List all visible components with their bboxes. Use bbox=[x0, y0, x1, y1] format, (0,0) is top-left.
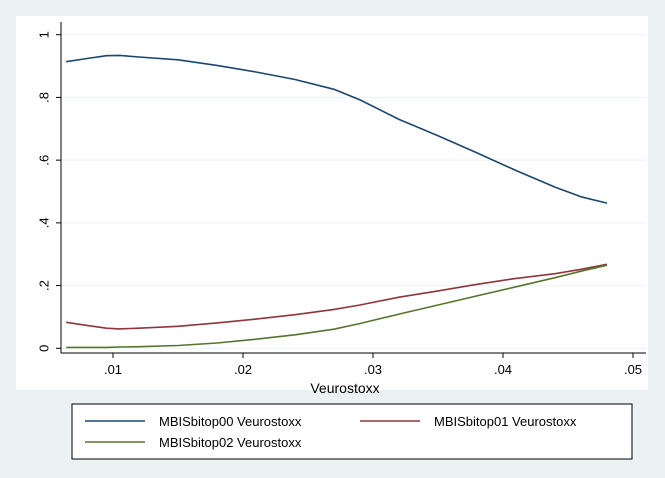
legend-label: MBISbitop00 Veurostoxx bbox=[159, 414, 302, 429]
legend-label: MBISbitop01 Veurostoxx bbox=[434, 414, 577, 429]
y-tick-label: 0 bbox=[37, 345, 52, 352]
legend: MBISbitop00 Veurostoxx MBISbitop01 Veuros… bbox=[71, 403, 633, 460]
x-axis-label: Veurostoxx bbox=[310, 380, 379, 396]
series-line bbox=[66, 264, 608, 349]
legend-box bbox=[71, 403, 633, 460]
legend-label: MBISbitop02 Veurostoxx bbox=[159, 435, 302, 450]
x-tick-label: .01 bbox=[104, 362, 122, 377]
y-tick-label: .6 bbox=[37, 155, 52, 166]
plot-region bbox=[16, 16, 648, 390]
x-tick-label: .02 bbox=[234, 362, 252, 377]
y-tick-label: .8 bbox=[37, 92, 52, 103]
series-line bbox=[66, 263, 608, 330]
y-tick-label: 1 bbox=[37, 31, 52, 38]
axes: 0 .2 .4 .6 .8 1 .01 .02 .03 .04 .05 bbox=[37, 22, 646, 377]
x-tick-label: .04 bbox=[494, 362, 512, 377]
x-tick-label: .05 bbox=[624, 362, 642, 377]
y-tick-label: .4 bbox=[37, 217, 52, 228]
x-tick-label: .03 bbox=[364, 362, 382, 377]
y-tick-label: .2 bbox=[37, 280, 52, 291]
series-lines bbox=[66, 54, 608, 349]
series-line bbox=[66, 54, 608, 204]
